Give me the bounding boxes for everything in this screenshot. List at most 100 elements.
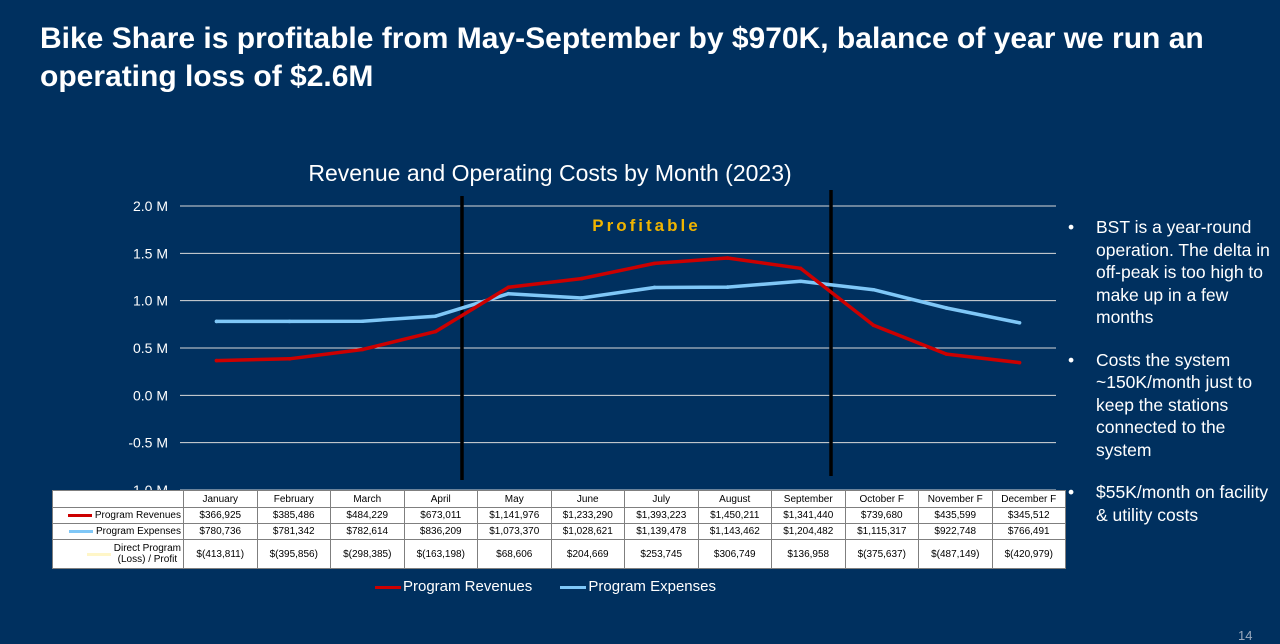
table-cell-profit: $(163,198) bbox=[403, 539, 478, 569]
point-expenses bbox=[1017, 320, 1022, 325]
table-cell-expense: $1,028,621 bbox=[550, 523, 625, 540]
point-revenues bbox=[1017, 360, 1022, 365]
y-tick-label: -0.5 M bbox=[128, 435, 168, 451]
table-cell-profit: $306,749 bbox=[697, 539, 772, 569]
point-revenues bbox=[360, 347, 365, 352]
y-tick-label: 0.0 M bbox=[133, 387, 168, 403]
table-header-cell: May bbox=[477, 490, 552, 508]
table-cell-profit: $68,606 bbox=[477, 539, 552, 569]
table-header-cell: October F bbox=[844, 490, 919, 508]
page-number: 14 bbox=[1238, 628, 1253, 643]
table-cell-expense: $780,736 bbox=[183, 523, 258, 540]
table-cell-profit: $(298,385) bbox=[330, 539, 405, 569]
table-cell-revenue: $1,393,223 bbox=[624, 507, 699, 524]
data-table: January February March April May June July Augu… bbox=[52, 490, 1066, 569]
point-revenues bbox=[944, 352, 949, 356]
slide-title: Bike Share is profitable from May-Septem… bbox=[40, 22, 1204, 93]
legend-item-expenses: Program Expenses bbox=[560, 578, 716, 595]
table-cell-expense: $766,491 bbox=[991, 523, 1066, 540]
table-cell-expense: $1,139,478 bbox=[624, 523, 699, 540]
table-cell-revenue: $484,229 bbox=[330, 507, 405, 524]
table-cell-revenue: $385,486 bbox=[256, 507, 331, 524]
table-header-cell: July bbox=[624, 490, 699, 508]
profit-label-text: Direct Program (Loss) / Profit bbox=[113, 543, 181, 565]
table-cell-profit: $136,958 bbox=[771, 539, 846, 569]
table-cell-revenue: $1,341,440 bbox=[771, 507, 846, 524]
bullet-dot-icon: • bbox=[1068, 482, 1075, 502]
chart-legend: Program Revenues Program Expenses bbox=[375, 578, 740, 595]
table-row-profit: Direct Program (Loss) / Profit $(413,811)… bbox=[52, 539, 1066, 569]
row-label-expenses: Program Expenses bbox=[52, 523, 184, 540]
table-cell-revenue: $739,680 bbox=[844, 507, 919, 524]
point-expenses bbox=[433, 314, 438, 318]
bullet-item: • $55K/month on facility & utility costs bbox=[1068, 482, 1269, 525]
point-revenues bbox=[214, 358, 219, 363]
table-cell-revenue: $1,450,211 bbox=[697, 507, 772, 524]
point-expenses bbox=[652, 285, 657, 290]
y-tick-label: 1.5 M bbox=[133, 245, 168, 261]
profit-swatch bbox=[86, 552, 111, 556]
table-cell-expense: $836,209 bbox=[403, 523, 478, 540]
table-header-cell: January bbox=[183, 490, 258, 508]
point-expenses bbox=[944, 306, 949, 310]
table-cell-expense: $782,614 bbox=[330, 523, 405, 540]
point-revenues bbox=[433, 329, 438, 334]
table-corner bbox=[52, 490, 184, 508]
row-label-revenues: Program Revenues bbox=[52, 507, 184, 524]
point-expenses bbox=[506, 291, 511, 296]
table-cell-profit: $(420,979) bbox=[991, 539, 1066, 569]
table-header-cell: November F bbox=[918, 490, 993, 508]
point-revenues bbox=[652, 261, 657, 266]
bullet-item: • BST is a year-round operation. The delt… bbox=[1068, 217, 1270, 327]
table-header-cell: June bbox=[550, 490, 625, 508]
table-row-revenues: Program Revenues $366,925 $385,486 $484,22… bbox=[52, 507, 1066, 524]
table-header-row: January February March April May June July Augu… bbox=[52, 490, 1066, 508]
table-header-cell: December F bbox=[991, 490, 1066, 508]
chart-title: Revenue and Operating Costs by Month (20… bbox=[308, 160, 792, 186]
point-expenses bbox=[214, 319, 219, 324]
table-cell-profit: $(487,149) bbox=[918, 539, 993, 569]
expenses-swatch bbox=[68, 529, 93, 533]
y-tick-label: 2.0 M bbox=[133, 198, 168, 214]
table-cell-expense: $781,342 bbox=[256, 523, 331, 540]
table-cell-expense: $1,204,482 bbox=[771, 523, 846, 540]
profitable-annotation: Profitable bbox=[592, 216, 700, 235]
table-cell-expense: $922,748 bbox=[918, 523, 993, 540]
point-revenues bbox=[798, 266, 803, 271]
point-revenues bbox=[506, 285, 511, 290]
table-cell-revenue: $435,599 bbox=[918, 507, 993, 524]
table-cell-profit: $(413,811) bbox=[183, 539, 258, 569]
row-label-profit: Direct Program (Loss) / Profit bbox=[52, 539, 184, 569]
point-expenses bbox=[579, 296, 584, 300]
point-expenses bbox=[287, 319, 292, 324]
y-tick-label: 0.5 M bbox=[133, 340, 168, 356]
bullet-dot-icon: • bbox=[1068, 349, 1075, 370]
bullet-item: • Costs the system ~150K/month just to ke… bbox=[1068, 349, 1253, 460]
point-expenses bbox=[360, 319, 365, 324]
bullet-list: • BST is a year-round operation. The delt… bbox=[1068, 216, 1273, 546]
y-tick-label: 1.0 M bbox=[133, 293, 168, 309]
legend-line-expenses bbox=[560, 585, 587, 589]
point-expenses bbox=[871, 287, 876, 292]
revenues-swatch bbox=[67, 513, 92, 517]
table-cell-revenue: $1,141,976 bbox=[477, 507, 552, 524]
point-expenses bbox=[798, 279, 803, 284]
table-header-cell: February bbox=[256, 490, 331, 508]
table-cell-profit: $253,745 bbox=[624, 539, 699, 569]
table-cell-expense: $1,073,370 bbox=[477, 523, 552, 540]
legend-line-revenues bbox=[375, 585, 401, 589]
table-cell-expense: $1,143,462 bbox=[697, 523, 772, 540]
table-header-cell: March bbox=[330, 490, 405, 508]
table-cell-revenue: $366,925 bbox=[183, 507, 258, 524]
point-revenues bbox=[287, 357, 292, 361]
table-cell-revenue: $673,011 bbox=[403, 507, 478, 524]
table-cell-revenue: $1,233,290 bbox=[550, 507, 625, 524]
table-header-cell: September bbox=[771, 490, 846, 508]
bullet-dot-icon: • bbox=[1068, 217, 1075, 237]
table-header-cell: April bbox=[403, 490, 478, 508]
table-row-expenses: Program Expenses $780,736 $781,342 $782,61… bbox=[52, 523, 1066, 540]
table-cell-profit: $(395,856) bbox=[256, 539, 331, 569]
table-cell-revenue: $345,512 bbox=[991, 507, 1066, 524]
series-line-expenses bbox=[214, 279, 1022, 325]
